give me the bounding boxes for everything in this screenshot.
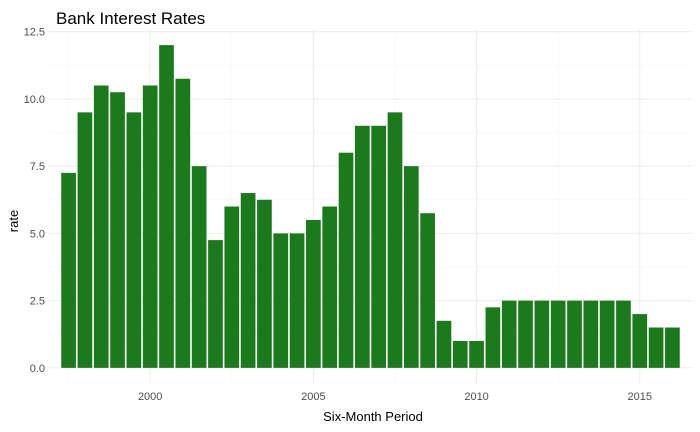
- bar: [257, 199, 272, 368]
- x-tick-label: 2005: [301, 391, 325, 403]
- y-tick-label: 0.0: [30, 363, 45, 375]
- bar: [77, 112, 93, 368]
- bar: [355, 125, 370, 368]
- x-tick-label: 2010: [464, 391, 488, 403]
- bar: [501, 300, 517, 368]
- bar: [616, 300, 631, 368]
- bar: [632, 314, 648, 368]
- bar: [306, 219, 321, 368]
- bar: [567, 300, 582, 368]
- bar: [175, 78, 191, 368]
- bar: [61, 172, 76, 368]
- bar: [371, 125, 387, 368]
- x-tick-label: 2000: [138, 391, 162, 403]
- bar: [110, 92, 125, 368]
- bar: [420, 213, 435, 368]
- bar: [599, 300, 615, 368]
- y-tick-label: 10.0: [24, 94, 45, 106]
- y-axis-title: rate: [6, 210, 21, 232]
- bar: [142, 85, 158, 368]
- bar: [289, 233, 305, 368]
- bar: [322, 206, 338, 368]
- bar: [534, 300, 550, 368]
- bar: [518, 300, 533, 368]
- bar: [648, 327, 664, 368]
- bar: [240, 193, 256, 368]
- y-tick-label: 2.5: [30, 296, 45, 308]
- bar: [224, 206, 240, 368]
- bar: [338, 152, 354, 368]
- bars: [61, 45, 680, 368]
- chart-title: Bank Interest Rates: [56, 9, 205, 28]
- bar: [273, 233, 289, 368]
- bar: [665, 327, 680, 368]
- y-tick-label: 12.5: [24, 27, 45, 39]
- bar: [583, 300, 599, 368]
- bar: [550, 300, 566, 368]
- bar: [126, 112, 142, 368]
- x-axis-ticks: 2000 2005 2010 2015: [138, 391, 652, 403]
- y-tick-label: 7.5: [30, 161, 45, 173]
- bar: [159, 45, 174, 368]
- bar: [191, 166, 207, 368]
- bar: [403, 166, 419, 368]
- x-axis-title: Six-Month Period: [323, 409, 423, 424]
- bar: [469, 340, 484, 368]
- bar: [452, 340, 468, 368]
- bar: [387, 112, 403, 368]
- bar: [485, 307, 501, 368]
- y-tick-label: 5.0: [30, 228, 45, 240]
- x-tick-label: 2015: [628, 391, 652, 403]
- bar: [93, 85, 109, 368]
- bar: [436, 320, 452, 368]
- y-axis-ticks: 0.0 2.5 5.0 7.5 10.0 12.5: [24, 27, 45, 375]
- bar: [208, 240, 223, 368]
